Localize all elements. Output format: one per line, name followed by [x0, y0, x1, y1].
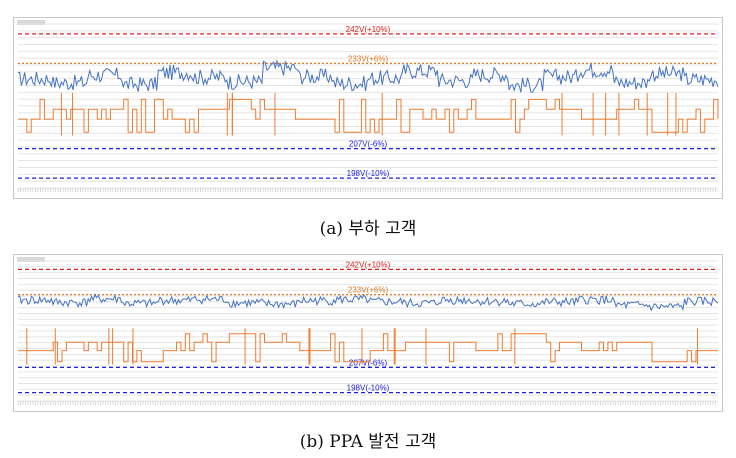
voltage-series-line — [17, 59, 719, 93]
caption-a: (a) 부하 고객 — [319, 219, 417, 239]
caption-b: (b) PPA 발전 고객 — [299, 432, 437, 452]
chart-a-svg: 242V(+10%) 233V(+6%) 207V(-6%) 198V(-10%) — [17, 20, 719, 192]
reference-line-label: 242V(+10%) — [346, 260, 391, 269]
legend-stub — [17, 257, 45, 262]
reference-line-label: 242V(+10%) — [346, 25, 391, 34]
chart-panel-b: 242V(+10%) 233V(+6%) 207V(-6%) 198V(-10%) — [13, 254, 723, 412]
reference-line-label: 207V(-6%) — [349, 358, 388, 367]
chart-b-svg: 242V(+10%) 233V(+6%) 207V(-6%) 198V(-10%) — [17, 257, 719, 405]
reference-line-label: 207V(-6%) — [349, 140, 388, 149]
reference-line-label: 233V(+6%) — [348, 54, 389, 63]
voltage-series-line — [17, 293, 719, 312]
legend-stub — [17, 20, 45, 25]
step-series-line — [18, 98, 719, 133]
chart-panel-a: 242V(+10%) 233V(+6%) 207V(-6%) 198V(-10%) — [13, 17, 723, 199]
reference-line-label: 233V(+6%) — [348, 286, 389, 295]
reference-line-label: 198V(-10%) — [347, 384, 390, 393]
reference-line-label: 198V(-10%) — [347, 169, 390, 178]
